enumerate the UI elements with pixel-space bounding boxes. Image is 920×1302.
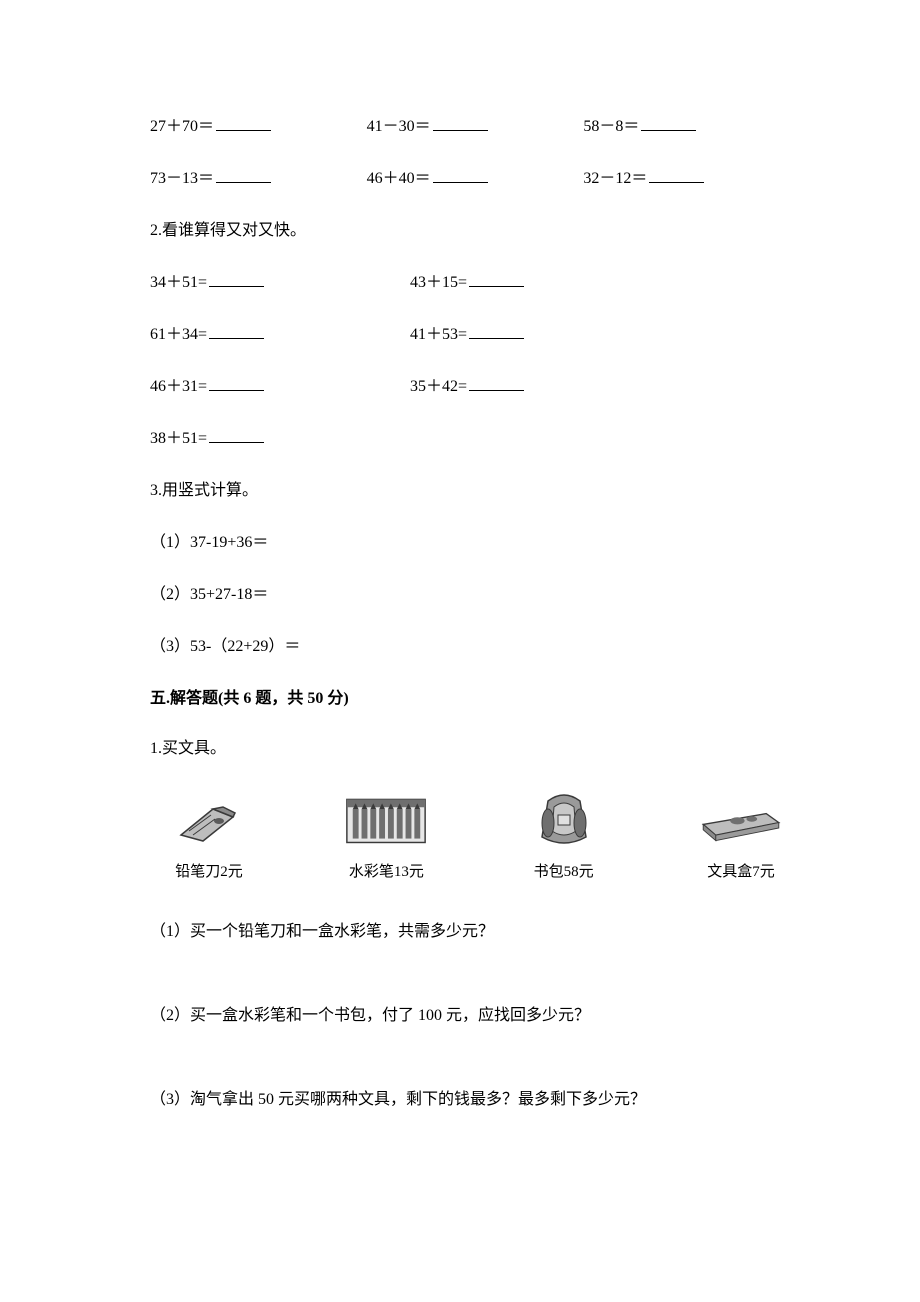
item-backpack: 书包58元 (494, 787, 634, 884)
stationery-items-row: 铅笔刀2元 (135, 787, 815, 884)
equation-cell: 61＋34= (150, 323, 410, 347)
equation-text: 32－12＝ (583, 170, 647, 187)
markers-icon (341, 787, 431, 851)
equation-text: 41＋53= (410, 326, 467, 343)
answer-blank[interactable] (216, 169, 271, 183)
problem-1-sub-1: （1）买一个铅笔刀和一盒水彩笔，共需多少元？ (150, 920, 800, 944)
problem-1-sub-3: （3）淘气拿出 50 元买哪两种文具，剩下的钱最多？最多剩下多少元？ (150, 1088, 800, 1112)
equation-text: 73－13＝ (150, 170, 214, 187)
q3-title: 3.用竖式计算。 (150, 479, 800, 503)
pencilcase-icon (696, 787, 786, 851)
equation-text: 46＋31= (150, 378, 207, 395)
section-5-title: 五.解答题(共 6 题，共 50 分) (150, 687, 800, 711)
equation-cell: 27＋70＝ (150, 115, 367, 139)
equation-text: 35＋42= (410, 378, 467, 395)
item-sharpener: 铅笔刀2元 (139, 787, 279, 884)
answer-blank[interactable] (209, 325, 264, 339)
answer-blank[interactable] (433, 117, 488, 131)
item-markers: 水彩笔13元 (316, 787, 456, 884)
equation-text: 38＋51= (150, 430, 207, 447)
q2-pair-row: 46＋31= 35＋42= (150, 375, 800, 399)
answer-blank[interactable] (469, 377, 524, 391)
equation-cell: 58－8＝ (583, 115, 800, 139)
problem-1-sub-2: （2）买一盒水彩笔和一个书包，付了 100 元，应找回多少元？ (150, 1004, 800, 1028)
sharpener-icon (164, 787, 254, 851)
equation-cell: 41＋53= (410, 323, 670, 347)
q3-item: （1）37-19+36＝ (150, 531, 800, 555)
q2-pair-row: 38＋51= (150, 427, 800, 451)
item-pencilcase: 文具盒7元 (671, 787, 811, 884)
answer-blank[interactable] (649, 169, 704, 183)
q3-item: （3）53-（22+29）＝ (150, 635, 800, 659)
answer-blank[interactable] (209, 429, 264, 443)
worksheet-page: 27＋70＝ 41－30＝ 58－8＝ 73－13＝ 46＋40＝ 32－12＝… (0, 0, 920, 1302)
answer-blank[interactable] (209, 273, 264, 287)
equation-cell: 38＋51= (150, 427, 410, 451)
answer-blank[interactable] (433, 169, 488, 183)
equation-text: 43＋15= (410, 274, 467, 291)
equation-cell: 41－30＝ (367, 115, 584, 139)
q3-item: （2）35+27-18＝ (150, 583, 800, 607)
answer-blank[interactable] (216, 117, 271, 131)
item-label: 铅笔刀2元 (175, 861, 243, 884)
equation-cell: 34＋51= (150, 271, 410, 295)
answer-blank[interactable] (641, 117, 696, 131)
equation-cell: 32－12＝ (583, 167, 800, 191)
answer-blank[interactable] (469, 325, 524, 339)
equation-text: 41－30＝ (367, 118, 431, 135)
equation-text: 61＋34= (150, 326, 207, 343)
item-label: 文具盒7元 (707, 861, 775, 884)
equation-cell: 73－13＝ (150, 167, 367, 191)
equation-cell: 43＋15= (410, 271, 670, 295)
equation-cell: 46＋40＝ (367, 167, 584, 191)
item-label: 书包58元 (534, 861, 594, 884)
equation-text: 46＋40＝ (367, 170, 431, 187)
equations-row-1: 27＋70＝ 41－30＝ 58－8＝ (150, 115, 800, 139)
equation-text: 27＋70＝ (150, 118, 214, 135)
backpack-icon (519, 787, 609, 851)
problem-1-title: 1.买文具。 (150, 737, 800, 761)
equation-text: 34＋51= (150, 274, 207, 291)
equation-cell: 46＋31= (150, 375, 410, 399)
q2-pair-row: 34＋51= 43＋15= (150, 271, 800, 295)
equation-text: 58－8＝ (583, 118, 639, 135)
q2-title: 2.看谁算得又对又快。 (150, 219, 800, 243)
q2-pair-row: 61＋34= 41＋53= (150, 323, 800, 347)
equation-cell: 35＋42= (410, 375, 670, 399)
item-label: 水彩笔13元 (349, 861, 424, 884)
answer-blank[interactable] (209, 377, 264, 391)
answer-blank[interactable] (469, 273, 524, 287)
equations-row-2: 73－13＝ 46＋40＝ 32－12＝ (150, 167, 800, 191)
